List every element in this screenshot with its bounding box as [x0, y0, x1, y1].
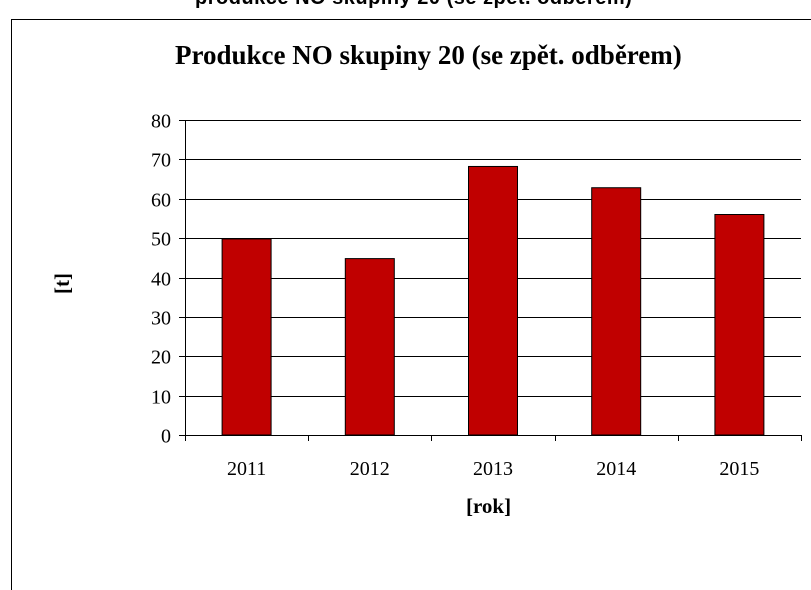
- x-tick-label-2011: 2011: [227, 458, 266, 480]
- axes: [179, 120, 802, 441]
- bar-2014: [591, 187, 642, 436]
- y-tick-label: 0: [161, 426, 171, 448]
- x-tick-label-2014: 2014: [596, 458, 636, 480]
- bar-2012: [344, 258, 395, 436]
- y-tick-labels: 0 10 20 30 40 50 60 70 80: [151, 111, 171, 448]
- y-tick-label: 80: [151, 111, 171, 133]
- y-tick-label: 40: [151, 269, 171, 291]
- x-tick-label-2013: 2013: [473, 458, 513, 480]
- chart-title: Produkce NO skupiny 20 (se zpět. odběrem…: [175, 40, 682, 70]
- chart-frame: [11, 19, 811, 590]
- x-tick-labels: 2011 2012 2013 2014 2015: [227, 458, 759, 480]
- x-tick-label-2012: 2012: [350, 458, 390, 480]
- bar-2015: [714, 214, 765, 436]
- bar-2013: [468, 165, 518, 436]
- y-tick-label: 60: [151, 190, 171, 212]
- y-tick-label: 10: [151, 387, 171, 409]
- y-tick-label: 50: [151, 229, 171, 251]
- x-tick-label-2015: 2015: [719, 458, 759, 480]
- y-axis-label: [t]: [49, 273, 74, 294]
- x-axis-label: [rok]: [466, 494, 512, 518]
- y-tick-label: 20: [151, 347, 171, 369]
- bar-2011: [221, 238, 272, 436]
- clipped-caption: produkce NO skupiny 20 (se zpět. odběrem…: [195, 0, 632, 10]
- y-tick-label: 70: [151, 150, 171, 172]
- y-tick-label: 30: [151, 308, 171, 330]
- bars: [221, 165, 765, 436]
